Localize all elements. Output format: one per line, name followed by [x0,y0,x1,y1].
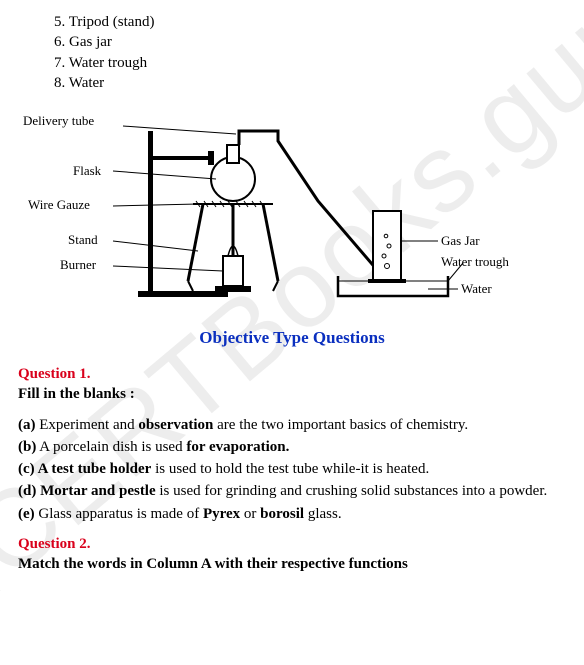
list-item: 6. Gas jar [54,32,566,52]
list-item: 5. Tripod (stand) [54,12,566,32]
answer-text: is used for grinding and crushing solid … [156,483,548,499]
label-burner: Burner [60,257,97,272]
answer-bold: A test tube holder [35,461,152,477]
answer-text: or [240,506,260,522]
answer-d: (d) Mortar and pestle is used for grindi… [18,481,566,501]
question-prompt: Fill in the blanks : [18,384,566,404]
question-prompt: Match the words in Column A with their r… [18,554,566,574]
answer-text: are the two important basics of chemistr… [213,417,468,433]
answer-bold: observation [138,417,213,433]
answer-bold: Mortar and pestle [36,483,155,499]
page-content: 5. Tripod (stand) 6. Gas jar 7. Water tr… [18,12,566,574]
list-text: Water trough [69,55,147,71]
answer-text: is used to hold the test tube while-it i… [151,461,429,477]
list-text: Water [69,75,104,91]
list-number: 5. [54,14,65,30]
list-item: 7. Water trough [54,53,566,73]
label-delivery-tube: Delivery tube [23,113,94,128]
list-number: 8. [54,75,65,91]
numbered-list: 5. Tripod (stand) 6. Gas jar 7. Water tr… [18,12,566,93]
label-water: Water [461,281,492,296]
answer-bold: borosil [260,506,304,522]
answer-text: glass. [304,506,342,522]
answer-tag: (d) [18,483,36,499]
answer-tag: (a) [18,417,36,433]
question-label: Question 1. [18,364,566,384]
label-wire-gauze: Wire Gauze [28,197,90,212]
answer-e: (e) Glass apparatus is made of Pyrex or … [18,504,566,524]
answer-tag: (e) [18,506,35,522]
answers-block: (a) Experiment and observation are the t… [18,415,566,524]
answer-tag: (c) [18,461,35,477]
question-label: Question 2. [18,534,566,554]
answer-text: A porcelain dish is used [36,439,186,455]
list-text: Gas jar [69,34,112,50]
answer-a: (a) Experiment and observation are the t… [18,415,566,435]
answer-b: (b) A porcelain dish is used for evapora… [18,437,566,457]
label-water-trough: Water trough [441,254,509,269]
answer-tag: (b) [18,439,36,455]
list-number: 6. [54,34,65,50]
label-flask: Flask [73,163,102,178]
section-heading: Objective Type Questions [18,327,566,350]
answer-c: (c) A test tube holder is used to hold t… [18,459,566,479]
answer-text: Experiment and [36,417,139,433]
apparatus-diagram: Delivery tube Flask Wire Gauze Stand Bur… [18,101,566,317]
question-2: Question 2. Match the words in Column A … [18,534,566,575]
label-gas-jar: Gas Jar [441,233,480,248]
list-item: 8. Water [54,73,566,93]
answer-bold: Pyrex [203,506,240,522]
label-stand: Stand [68,232,98,247]
list-number: 7. [54,55,65,71]
answer-text: Glass apparatus is made of [35,506,203,522]
list-text: Tripod (stand) [69,14,155,30]
answer-bold: for evaporation. [186,439,289,455]
question-1: Question 1. Fill in the blanks : (a) Exp… [18,364,566,524]
